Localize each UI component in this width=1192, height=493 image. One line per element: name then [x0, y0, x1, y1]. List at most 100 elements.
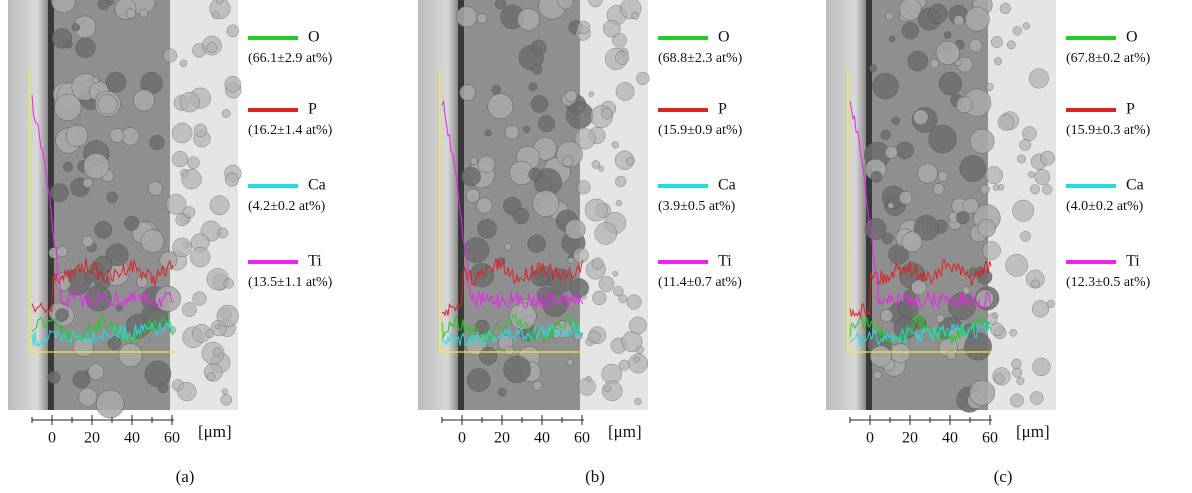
- sem-grain: [1017, 377, 1024, 384]
- sem-grain: [1023, 23, 1030, 30]
- sem-grain: [944, 31, 951, 38]
- sem-grain: [207, 42, 217, 52]
- sem-grain: [180, 60, 187, 67]
- sem-grain: [891, 343, 910, 362]
- panel-caption: (b): [585, 467, 605, 486]
- sem-grain: [627, 295, 642, 310]
- sem-grain: [485, 130, 491, 136]
- sem-grain: [158, 383, 168, 393]
- sem-grain: [603, 20, 620, 37]
- sem-grain: [880, 309, 893, 322]
- sem-grain: [629, 354, 648, 373]
- figure: O(66.1±2.9 at%)P(16.2±1.4 at%)Ca(4.2±0.2…: [0, 0, 1192, 493]
- sem-grain: [1006, 254, 1028, 276]
- sem-grain: [532, 64, 542, 74]
- sem-grain: [163, 49, 177, 63]
- sem-grain: [462, 167, 481, 186]
- legend-value: (4.2±0.2 at%): [248, 199, 326, 214]
- sem-grain: [224, 279, 234, 289]
- sem-grain: [938, 171, 948, 181]
- legend-element: O: [1126, 29, 1138, 46]
- sem-grain: [1017, 155, 1025, 163]
- sem-grain: [95, 221, 112, 238]
- sem-grain: [1030, 392, 1043, 405]
- sem-substrate: [8, 0, 50, 410]
- sem-grain: [870, 346, 891, 367]
- sem-grain: [619, 360, 630, 371]
- sem-grain: [592, 291, 606, 305]
- legend-element: Ti: [308, 253, 322, 270]
- sem-grain: [63, 162, 72, 171]
- sem-grain: [182, 302, 196, 316]
- sem-grain: [930, 59, 939, 68]
- sem-grain: [466, 189, 480, 203]
- sem-grain: [139, 9, 147, 17]
- legend-value: (3.9±0.5 at%): [658, 199, 736, 214]
- sem-grain: [106, 72, 126, 92]
- sem-grain: [1007, 41, 1015, 49]
- sem-grain: [92, 77, 99, 84]
- sem-grain: [531, 269, 548, 286]
- sem-grain: [881, 130, 891, 140]
- sem-grain: [133, 90, 154, 111]
- sem-grain: [166, 194, 186, 214]
- sem-grain: [889, 36, 895, 42]
- sem-grain: [82, 236, 93, 247]
- sem-grain: [635, 398, 642, 405]
- axis-unit: [μm]: [608, 422, 642, 441]
- sem-grain: [885, 146, 897, 158]
- sem-grain: [1033, 358, 1051, 376]
- sem-grain: [464, 238, 489, 263]
- sem-grain: [48, 371, 60, 383]
- sem-grain: [190, 247, 210, 267]
- sem-grain: [1032, 301, 1049, 318]
- sem-grain: [562, 156, 573, 167]
- sem-grain: [505, 243, 512, 250]
- panel-caption: (a): [176, 467, 195, 486]
- sem-grain: [88, 364, 104, 380]
- sem-grain: [1010, 394, 1023, 407]
- sem-grain: [477, 219, 496, 238]
- axis-tick-label: 0: [48, 430, 56, 447]
- sem-grain: [604, 385, 611, 392]
- sem-grain: [956, 211, 969, 224]
- sem-grain: [885, 12, 893, 20]
- sem-grain: [632, 12, 639, 19]
- sem-grain: [896, 142, 913, 159]
- sem-grain: [96, 390, 124, 418]
- legend-element: P: [308, 101, 317, 118]
- axis-tick-label: 60: [164, 430, 180, 447]
- sem-grain: [141, 230, 164, 253]
- sem-grain: [225, 173, 238, 186]
- sem-grain: [85, 271, 96, 282]
- sem-grain: [567, 359, 574, 366]
- sem-grain: [1030, 185, 1039, 194]
- legend-value: (66.1±2.9 at%): [248, 51, 333, 66]
- sem-grain: [172, 151, 188, 167]
- axis-tick-label: 20: [902, 430, 918, 447]
- sem-grain: [577, 21, 590, 34]
- sem-grain: [573, 248, 588, 263]
- sem-grain: [55, 94, 82, 121]
- sem-grain: [222, 389, 228, 395]
- sem-grain: [991, 36, 1002, 47]
- sem-grain: [108, 0, 114, 5]
- axis-tick-label: 20: [494, 430, 510, 447]
- sem-grain: [566, 90, 578, 102]
- sem-grain: [1012, 368, 1022, 378]
- legend-value: (68.8±2.3 at%): [658, 51, 743, 66]
- sem-grain: [172, 123, 192, 143]
- sem-grain: [126, 9, 136, 19]
- sem-grain: [531, 40, 546, 55]
- sem-grain: [124, 216, 139, 231]
- sem-grain: [613, 271, 618, 276]
- sem-grain: [212, 12, 219, 19]
- sem-grain: [873, 371, 881, 379]
- sem-grain: [956, 97, 972, 113]
- sem-grain: [626, 157, 634, 165]
- sem-grain: [1012, 200, 1033, 221]
- sem-grain: [538, 115, 554, 131]
- sem-grain: [513, 208, 529, 224]
- sem-grain: [963, 198, 979, 214]
- sem-grain: [533, 190, 559, 216]
